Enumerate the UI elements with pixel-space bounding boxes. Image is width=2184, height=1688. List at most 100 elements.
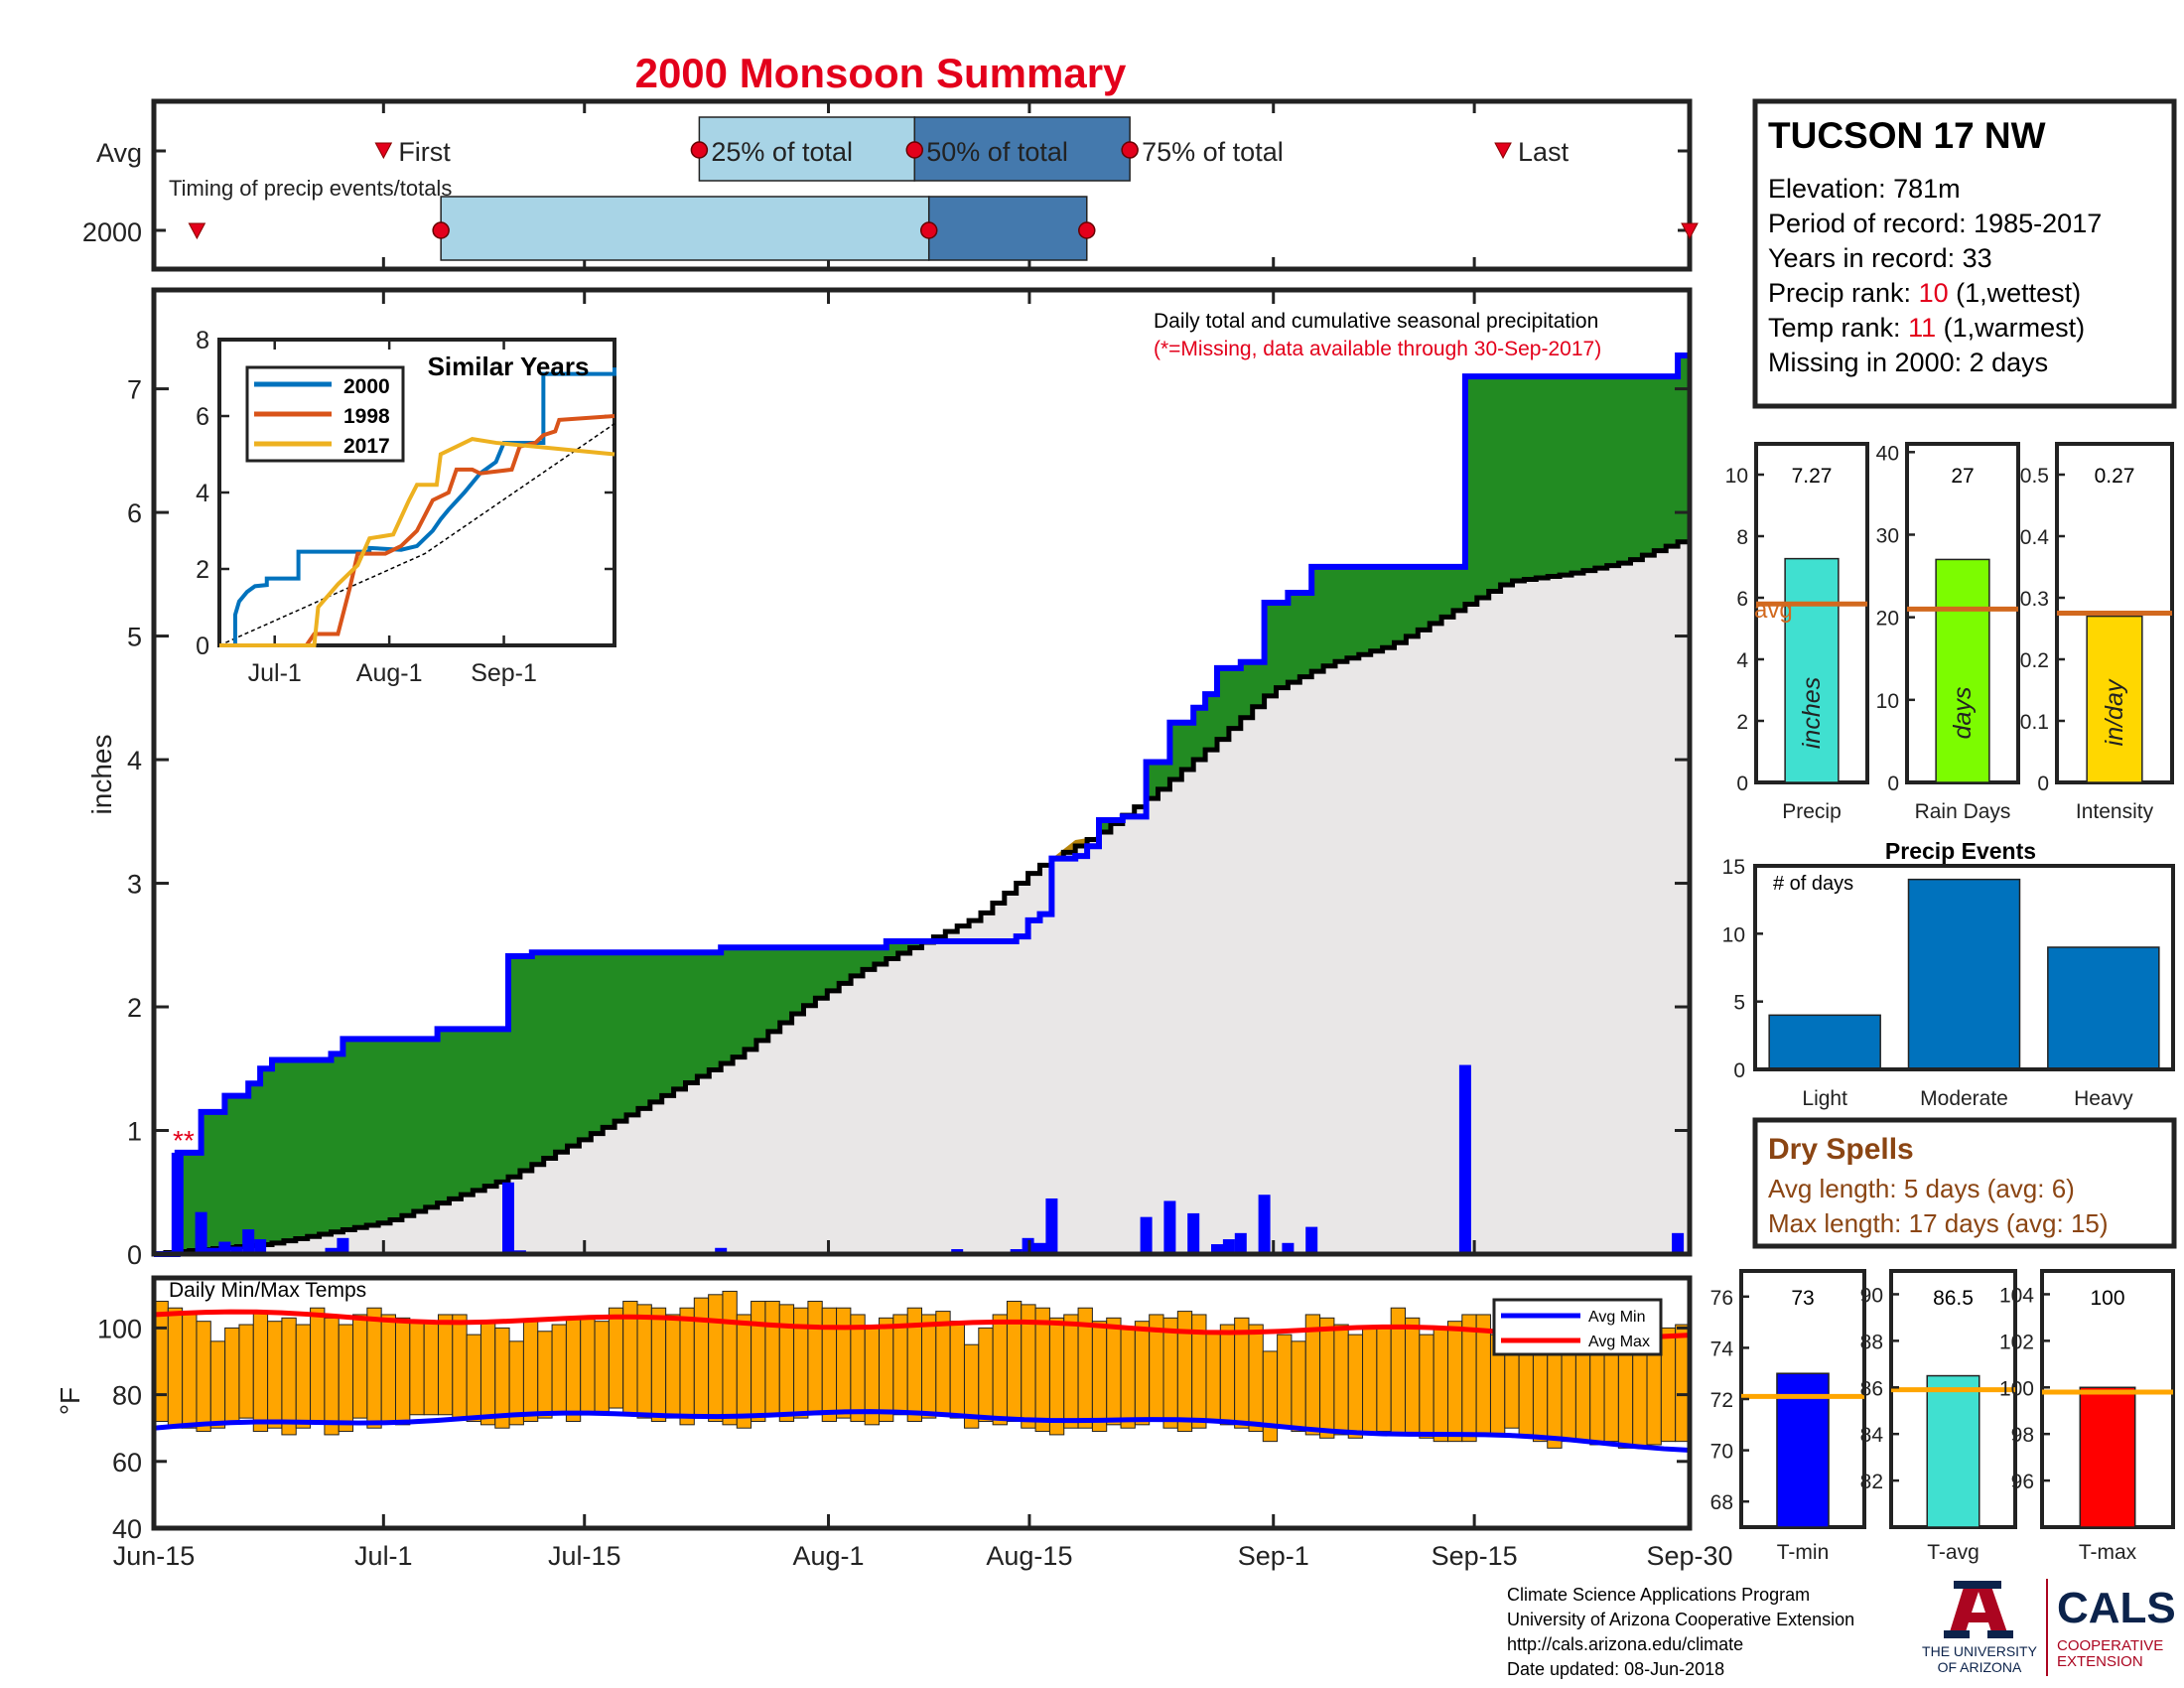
station-info-box: TUCSON 17 NW Elevation: 781m Period of r…	[1752, 98, 2177, 409]
temp-stat-category-label: T-min	[1777, 1541, 1830, 1564]
stat-unit-label: days	[1949, 687, 1977, 740]
temp-stat-bar-t-max	[2079, 1386, 2136, 1528]
daily-precip-bar	[1458, 1064, 1471, 1254]
temp-stat-y-tick-label: 84	[1860, 1424, 1884, 1447]
events-y-tick-label: 0	[1733, 1059, 1745, 1082]
daily-temp-bar	[1589, 1340, 1605, 1446]
timing-avg-last-marker	[1494, 142, 1512, 160]
daily-temp-bar	[1120, 1327, 1136, 1429]
daily-temp-bar	[1617, 1347, 1634, 1449]
temp-stat-bar-t-min	[1776, 1372, 1830, 1528]
daily-temp-bar	[409, 1321, 425, 1416]
daily-temp-bar	[992, 1314, 1008, 1426]
inset-x-tick-label: Aug-1	[356, 659, 423, 687]
daily-temp-bar	[352, 1314, 368, 1419]
stat-y-tick-label: 20	[1876, 608, 1899, 631]
precip-event-category: Heavy	[2074, 1087, 2133, 1110]
daily-temp-bar	[807, 1301, 823, 1416]
stat-y-tick-label: 8	[1736, 526, 1748, 549]
university-of-arizona-logo: THE UNIVERSITY OF ARIZONA	[1922, 1581, 2038, 1675]
precip-y-tick-label: 1	[127, 1117, 142, 1147]
daily-temp-bar	[921, 1314, 937, 1419]
daily-precip-bar	[1211, 1244, 1223, 1254]
temp-stat-bar-t-avg	[1926, 1374, 1980, 1528]
above-average-area	[154, 354, 1690, 1254]
timing-2000-first-marker	[188, 222, 206, 240]
stat-value-label: 27	[1951, 465, 1974, 488]
precip-event-category: Light	[1802, 1087, 1847, 1110]
inset-y-tick-label: 6	[196, 403, 209, 431]
station-period: Period of record: 1985-2017	[1768, 209, 2102, 238]
temp-stat-value-label: 86.5	[1933, 1287, 1974, 1310]
temp-stat-y-tick-label: 100	[1999, 1377, 2034, 1400]
similar-years-title: Similar Years	[428, 352, 590, 381]
avg-cumulative-line	[154, 539, 1690, 1256]
precip-events-title: Precip Events	[1885, 838, 2036, 864]
timing-p75-label: 75% of total	[1142, 137, 1284, 167]
stat-category-label: Intensity	[2076, 800, 2154, 823]
precip-y-tick-label: 2	[127, 993, 142, 1023]
timing-avg-p75-marker	[1121, 141, 1139, 159]
daily-temp-bar	[1048, 1317, 1065, 1436]
daily-temp-bar	[324, 1317, 340, 1436]
legend-avg-max: Avg Max	[1588, 1334, 1650, 1350]
stat-y-tick-label: 10	[1876, 690, 1899, 713]
daily-temp-bar	[580, 1317, 596, 1416]
temp-stat-value-label: 100	[2090, 1287, 2124, 1310]
temp-stat-y-tick-label: 86	[1860, 1377, 1883, 1400]
daily-precip-bar	[242, 1229, 255, 1254]
daily-temp-bar	[522, 1321, 539, 1422]
temp-y-tick-label: 60	[112, 1448, 142, 1477]
timing-2000-p75-marker	[1078, 221, 1096, 239]
daily-precip-bar	[1045, 1197, 1058, 1254]
daily-temp-bar	[650, 1307, 667, 1422]
daily-temp-bar	[1248, 1324, 1264, 1433]
temp-stat-y-tick-label: 74	[1710, 1337, 1734, 1360]
temp-stat-category-label: T-avg	[1927, 1541, 1979, 1564]
daily-temp-bar	[1162, 1317, 1178, 1429]
precip-event-bar-heavy	[2047, 946, 2160, 1070]
date-tick-label: Sep-1	[1238, 1541, 1309, 1571]
timing-2000-p25-p50-box	[440, 196, 930, 261]
stat-bar-precip	[1784, 557, 1840, 783]
daily-temp-bar	[764, 1301, 780, 1416]
footer-line-2: University of Arizona Cooperative Extens…	[1507, 1610, 1854, 1629]
timing-2000-p50-p75-box	[927, 196, 1088, 261]
daily-temp-bar	[182, 1314, 198, 1429]
temp-stat-y-tick-label: 102	[1999, 1331, 2034, 1353]
daily-temp-bar	[479, 1321, 496, 1426]
daily-temp-bar	[423, 1321, 439, 1416]
daily-precip-bar	[337, 1237, 349, 1254]
temp-stat-y-tick-label: 90	[1860, 1284, 1883, 1307]
ua-name-line-1: THE UNIVERSITY	[1922, 1643, 2038, 1659]
daily-temp-bar	[452, 1314, 468, 1419]
daily-temp-bar	[295, 1324, 312, 1429]
daily-temp-bar	[751, 1301, 766, 1422]
footer-line-1: Climate Science Applications Program	[1507, 1585, 1810, 1605]
daily-temp-bar	[665, 1314, 681, 1419]
timing-2000-p25-marker	[432, 221, 450, 239]
daily-temp-bar	[935, 1311, 951, 1416]
daily-temp-bar	[1134, 1321, 1151, 1426]
daily-precip-bar	[1033, 1242, 1046, 1254]
daily-temp-bar	[1405, 1317, 1421, 1436]
stat-unit-label: in/day	[2101, 678, 2128, 746]
date-tick-label: Jul-1	[354, 1541, 413, 1571]
dry-spells-max: Max length: 17 days (avg: 15)	[1768, 1208, 2109, 1238]
temp-y-label: °F	[55, 1387, 85, 1415]
temp-stat-y-tick-label: 96	[2011, 1471, 2034, 1493]
stat-value-label: 0.27	[2095, 465, 2135, 488]
dry-spells-box: Dry Spells Avg length: 5 days (avg: 6) M…	[1752, 1117, 2177, 1249]
legend-1998: 1998	[343, 405, 390, 428]
daily-precip-bar	[325, 1247, 338, 1254]
daily-temp-bar	[551, 1324, 567, 1416]
temp-y-tick-label: 80	[112, 1381, 142, 1411]
daily-temp-bar	[693, 1297, 710, 1419]
date-tick-label: Sep-15	[1432, 1541, 1518, 1571]
precip-y-tick-label: 7	[127, 375, 142, 405]
stat-y-tick-label: 0	[2037, 773, 2049, 795]
daily-temp-bar	[1006, 1301, 1023, 1422]
daily-temp-bar	[395, 1317, 411, 1426]
daily-temp-bar	[978, 1327, 994, 1422]
ua-name-line-2: OF ARIZONA	[1938, 1659, 2022, 1675]
